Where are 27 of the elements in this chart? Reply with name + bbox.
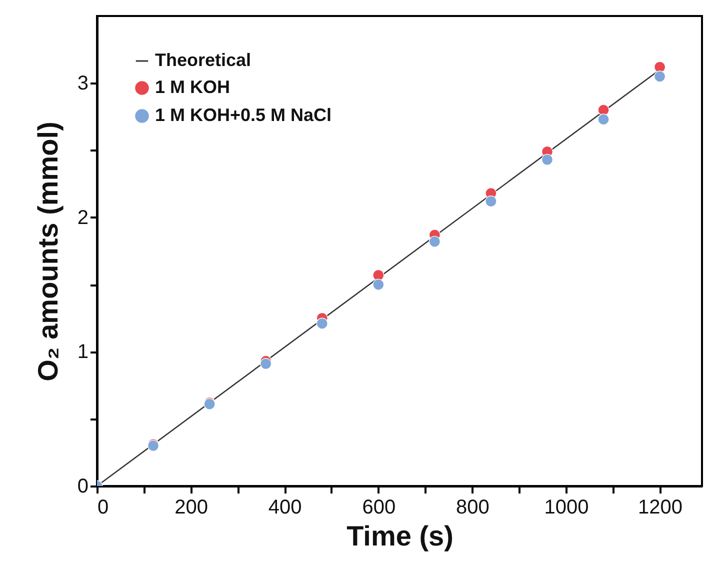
y-tick-label: 1 (77, 341, 88, 364)
point (372, 278, 384, 290)
legend-label: 1 M KOH (155, 77, 230, 97)
point (260, 358, 272, 370)
point (541, 154, 554, 166)
x-tick-label: 1000 (544, 496, 589, 518)
legend-label: Theoretical (155, 50, 252, 70)
x-tick-label: 1200 (638, 496, 683, 518)
y-tick-label: 3 (77, 72, 88, 95)
y-axis-title: O₂ amounts (mmol) (32, 122, 64, 382)
point (428, 236, 440, 248)
x-axis-title: Time (s) (346, 520, 454, 552)
x-tick-label: 0 (98, 496, 109, 518)
y-tick-label: 0 (77, 476, 88, 498)
x-tick-label: 200 (174, 496, 208, 518)
point (485, 196, 497, 208)
point (654, 70, 666, 82)
x-tick-label: 600 (362, 496, 396, 518)
x-tick-label: 400 (268, 496, 302, 518)
y-tick-label: 2 (77, 206, 88, 229)
point (598, 104, 610, 116)
point (372, 269, 384, 281)
point (654, 61, 666, 73)
legend-label: 1 M KOH+0.5 M NaCl (155, 105, 332, 125)
point (316, 318, 328, 330)
point (598, 114, 610, 126)
x-tick-label: 800 (456, 496, 490, 518)
